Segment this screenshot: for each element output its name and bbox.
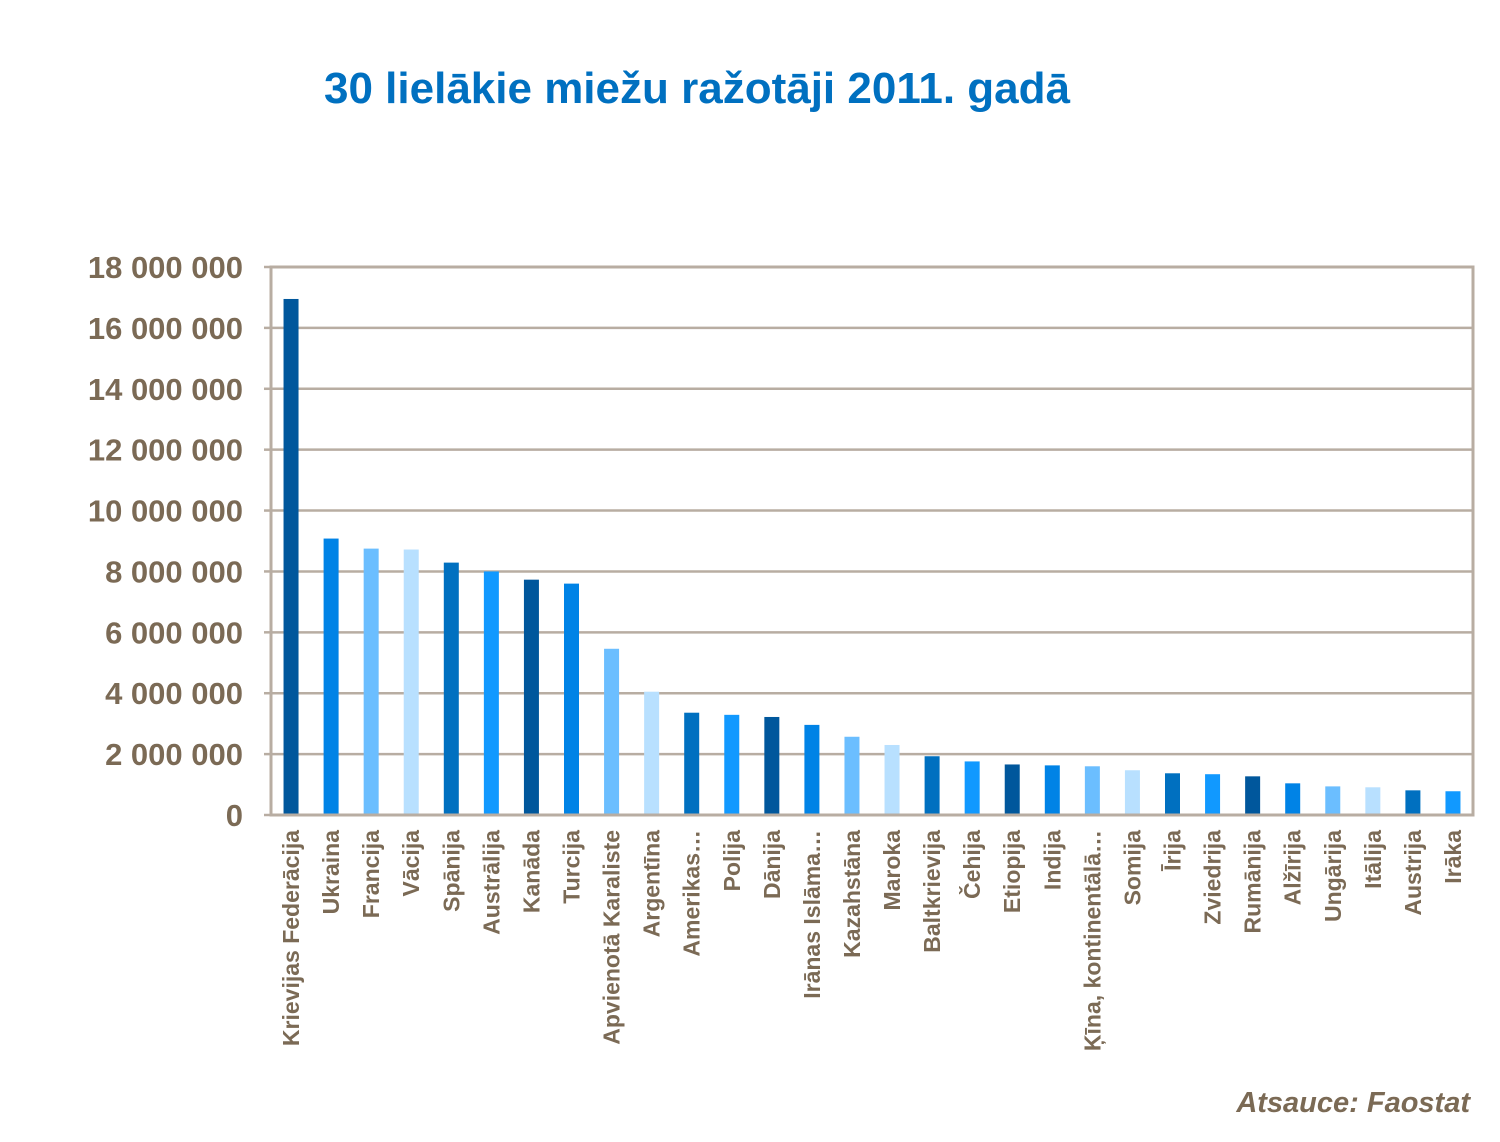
- bars: [283, 298, 1461, 815]
- bar: [724, 714, 740, 815]
- x-tick-label: Spānija: [438, 830, 464, 912]
- x-tick-label: Etiopija: [999, 830, 1025, 913]
- chart-title: 30 lielākie miežu ražotāji 2011. gadā: [324, 64, 1070, 113]
- x-tick-label: Amerikas…: [679, 830, 705, 957]
- x-tick-label: Zviedrija: [1200, 830, 1226, 925]
- x-tick-label: Īrija: [1160, 830, 1186, 872]
- bar: [1325, 786, 1341, 815]
- x-tick-label: Austrija: [1400, 830, 1426, 916]
- bar: [1445, 791, 1461, 815]
- x-tick-label: Kanāda: [518, 830, 544, 913]
- bar: [1004, 764, 1020, 815]
- x-tick-label: Krievijas Federācija: [278, 830, 304, 1046]
- bar: [804, 724, 820, 815]
- x-tick-label: Čehija: [958, 830, 985, 899]
- bar: [1044, 765, 1060, 815]
- bar: [523, 579, 539, 815]
- x-tick-label: Alžīrija: [1280, 830, 1306, 906]
- bar: [764, 716, 780, 815]
- y-tick-label: 8 000 000: [105, 554, 243, 589]
- bar: [1245, 776, 1261, 815]
- x-tick-label: Ukraina: [318, 830, 344, 915]
- x-tick-label: Argentīna: [639, 830, 665, 938]
- bar: [1165, 773, 1180, 815]
- x-tick-label: Austrālija: [478, 830, 504, 935]
- y-tick-label: 0: [226, 798, 243, 833]
- bar: [363, 548, 379, 815]
- source-note: Atsauce: Faostat: [1235, 1087, 1471, 1119]
- bar: [1124, 770, 1140, 815]
- bar: [604, 648, 620, 815]
- bar: [844, 736, 860, 815]
- x-tick-label: Dānija: [759, 830, 785, 899]
- x-tick-label: Baltkrievija: [919, 830, 945, 953]
- bar: [684, 712, 700, 815]
- x-tick-label: Somija: [1119, 830, 1145, 906]
- x-tick-label: Itālija: [1360, 830, 1386, 889]
- bar: [564, 583, 579, 815]
- bar: [483, 571, 499, 815]
- x-tick-label: Turcija: [559, 830, 585, 904]
- x-tick-label: Irānas Islāma…: [799, 830, 825, 999]
- plot-area-border: [269, 265, 1475, 817]
- x-tick-label: Indija: [1039, 830, 1065, 890]
- x-tick-label: Polija: [719, 830, 745, 892]
- y-tick-label: 2 000 000: [105, 737, 243, 772]
- bar: [964, 761, 980, 815]
- y-tick-label: 4 000 000: [105, 676, 243, 711]
- bar: [443, 562, 459, 815]
- x-tick-label: Vācija: [398, 830, 424, 897]
- x-tick-label: Apvienotā Karaliste: [599, 830, 625, 1045]
- y-tick-label: 10 000 000: [88, 494, 243, 529]
- bar: [403, 549, 419, 815]
- y-tick-label: 6 000 000: [105, 615, 243, 650]
- bar: [283, 298, 299, 815]
- bar: [323, 538, 339, 815]
- x-tick-label: Irāka: [1440, 830, 1466, 884]
- bar: [884, 744, 900, 815]
- bar: [1205, 774, 1221, 815]
- y-tick-label: 12 000 000: [88, 433, 243, 468]
- bar: [924, 756, 940, 815]
- y-tick-label: 18 000 000: [88, 250, 243, 285]
- bar: [644, 691, 660, 815]
- bar: [1285, 783, 1301, 815]
- x-tick-label: Francija: [358, 830, 384, 918]
- x-tick-label: Maroka: [879, 830, 905, 911]
- x-tick-label: Ungārija: [1320, 830, 1346, 922]
- y-tick-label: 14 000 000: [88, 372, 243, 407]
- x-tick-label: Kazahstāna: [839, 830, 865, 958]
- x-tick-label: Rumānija: [1240, 830, 1266, 934]
- bar: [1405, 790, 1421, 815]
- x-tick-label: Ķīna, kontinentālā…: [1079, 830, 1105, 1051]
- y-tick-label: 16 000 000: [88, 311, 243, 346]
- x-axis: Krievijas Federācija Ukraina Francija Vācij…: [278, 830, 1466, 1051]
- y-axis: 0 2 000 000 4 000 000 6 000 000 8 000 000 10 …: [88, 250, 271, 833]
- bar: [1365, 787, 1381, 815]
- bar: [1084, 766, 1100, 815]
